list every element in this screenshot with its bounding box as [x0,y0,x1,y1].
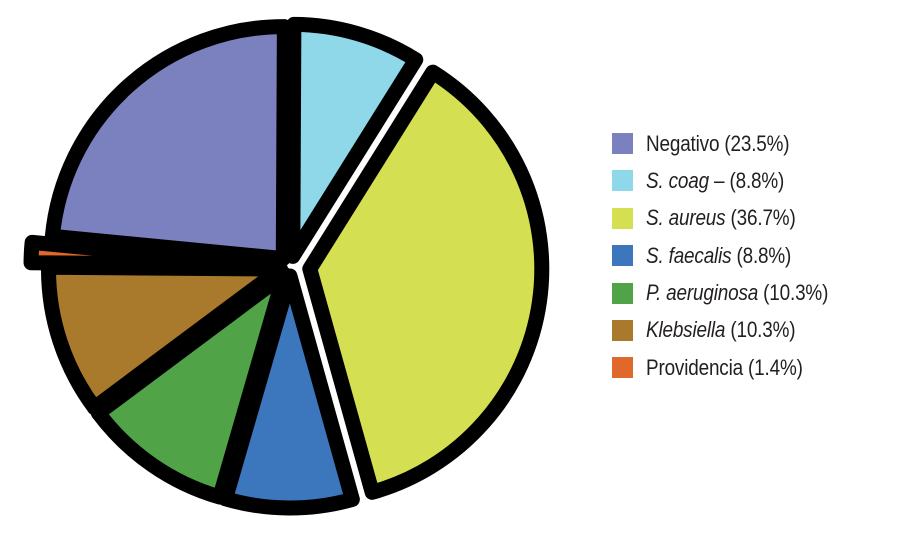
legend-label-value: Negativo (23.5%) [646,130,790,156]
legend-swatch [612,245,633,267]
pie-slice-s-aureus [302,64,550,500]
legend-label-value: (10.3%) [758,280,829,306]
legend-swatch [612,357,633,379]
legend-item: Negativo (23.5%) [612,128,858,159]
legend-label: S. coag – (8.8%) [646,168,784,194]
legend-item: S. faecalis (8.8%) [612,240,858,271]
legend-swatch [612,319,633,341]
legend-label: Klebsiella (10.3%) [646,317,796,343]
legend-label-value: (8.8%) [731,242,792,268]
pie-slice-p-aeruginosa [90,266,292,505]
legend-swatch [612,282,633,304]
legend-label-species: P. aeruginosa [646,280,759,306]
pie-slice-s-coag [285,16,424,264]
pie-slice-s-faecalis [217,268,360,516]
pie-slice-providencia [23,234,271,273]
legend-item: P. aeruginosa (10.3%) [612,278,858,309]
legend-label: P. aeruginosa (10.3%) [646,280,828,306]
legend-label: S. faecalis (8.8%) [646,243,791,269]
legend-label-species: Klebsiella [646,317,726,343]
legend-label-species: S. aureus [646,205,726,231]
legend-label-value: (36.7%) [725,205,796,231]
legend-item: S. coag – (8.8%) [612,165,858,196]
pie-chart [23,16,550,516]
legend-item: S. aureus (36.7%) [612,203,858,234]
legend-label-species: S. coag [646,167,709,193]
legend-label-species: S. faecalis [646,242,732,268]
legend-label-value: (10.3%) [725,317,796,343]
pie-slice-negativo [44,19,292,267]
legend-swatch [612,133,633,154]
legend-item: Providencia (1.4%) [612,352,858,383]
legend-item: Klebsiella (10.3%) [612,315,858,346]
legend-label: Negativo (23.5%) [646,130,790,157]
legend: Negativo (23.5%) S. coag – (8.8%) S. aureu… [612,128,858,390]
legend-label: S. aureus (36.7%) [646,205,796,231]
legend-label-value: Providencia (1.4%) [646,354,803,380]
legend-label: Providencia (1.4%) [646,355,803,381]
pie-slice-klebsiella [40,259,288,416]
legend-swatch [612,207,633,229]
legend-swatch [612,170,633,192]
legend-label-value: – (8.8%) [708,167,785,193]
